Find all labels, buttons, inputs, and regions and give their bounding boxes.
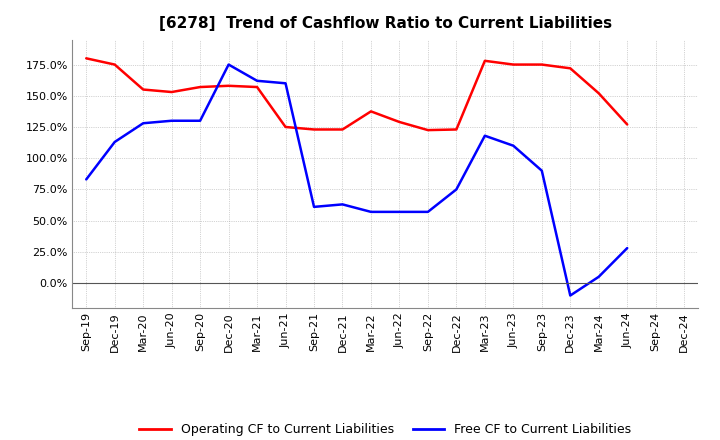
Legend: Operating CF to Current Liabilities, Free CF to Current Liabilities: Operating CF to Current Liabilities, Fre…	[135, 418, 636, 440]
Title: [6278]  Trend of Cashflow Ratio to Current Liabilities: [6278] Trend of Cashflow Ratio to Curren…	[158, 16, 612, 32]
